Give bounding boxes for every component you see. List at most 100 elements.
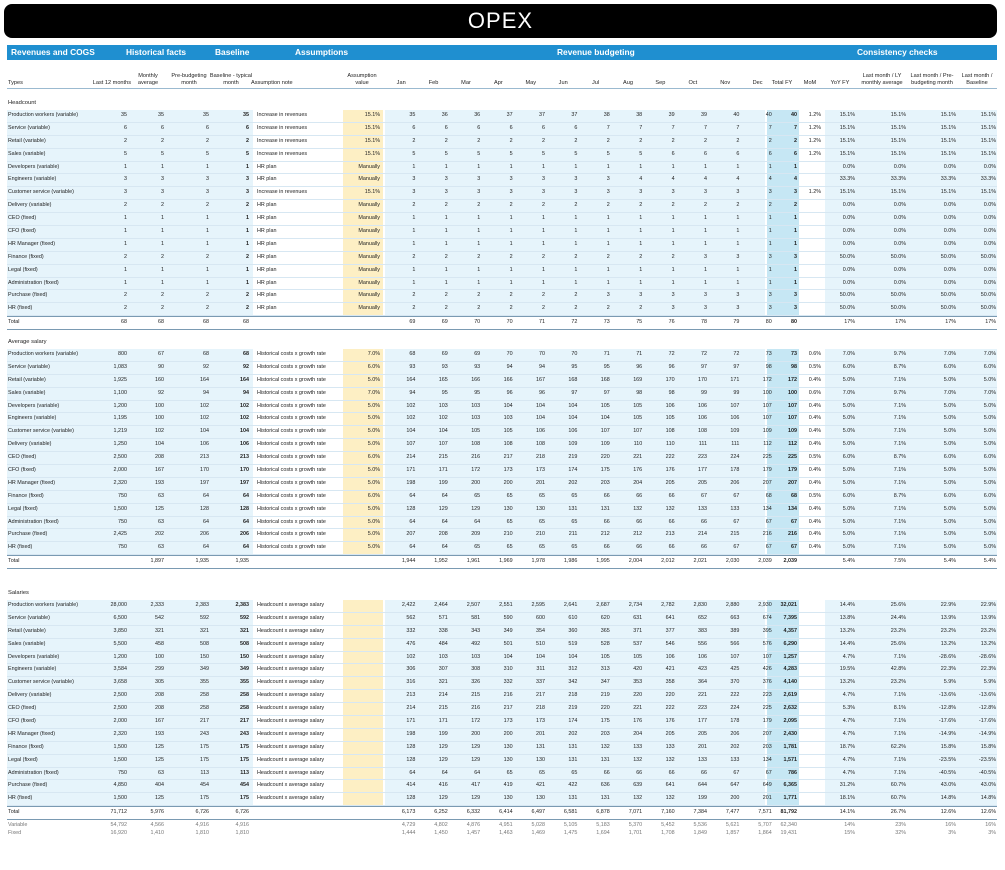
month-value[interactable]: 207 bbox=[406, 531, 416, 538]
month-value[interactable]: 3 bbox=[412, 189, 416, 196]
month-value[interactable]: 3 bbox=[736, 292, 740, 299]
month-value[interactable]: 1 bbox=[703, 215, 707, 222]
month-value[interactable]: 2 bbox=[444, 292, 448, 299]
month-value[interactable]: 131 bbox=[568, 795, 578, 802]
month-value[interactable]: 370 bbox=[730, 679, 740, 686]
month-value[interactable]: 1 bbox=[574, 266, 578, 273]
month-value[interactable]: 5 bbox=[639, 150, 643, 157]
month-value[interactable]: 131 bbox=[568, 505, 578, 512]
month-value[interactable]: 3 bbox=[606, 176, 610, 183]
month-value[interactable]: 199 bbox=[438, 479, 448, 486]
month-value[interactable]: 65 bbox=[506, 544, 513, 551]
month-value[interactable]: 5 bbox=[444, 150, 448, 157]
month-value[interactable]: 2 bbox=[671, 137, 675, 144]
month-value[interactable]: 421 bbox=[535, 782, 545, 789]
month-value[interactable]: 129 bbox=[438, 756, 448, 763]
month-value[interactable]: 2 bbox=[639, 137, 643, 144]
month-value[interactable]: 371 bbox=[633, 627, 643, 634]
month-value[interactable]: 207 bbox=[762, 730, 772, 737]
month-value[interactable]: 71 bbox=[636, 351, 643, 357]
month-value[interactable]: 1 bbox=[412, 240, 416, 247]
month-value[interactable]: 210 bbox=[535, 531, 545, 538]
month-value[interactable]: 2 bbox=[703, 137, 707, 144]
month-value[interactable]: 64 bbox=[441, 544, 448, 551]
month-value[interactable]: 199 bbox=[697, 795, 707, 802]
month-value[interactable]: 7 bbox=[639, 124, 643, 131]
month-value[interactable]: 636 bbox=[600, 782, 610, 789]
month-value[interactable]: 354 bbox=[535, 627, 545, 634]
month-value[interactable]: 107 bbox=[762, 415, 772, 422]
assumption-value[interactable]: 5.0% bbox=[367, 479, 380, 486]
month-value[interactable]: 173 bbox=[503, 467, 513, 474]
month-value[interactable]: 108 bbox=[665, 428, 675, 435]
month-value[interactable]: 132 bbox=[665, 795, 675, 802]
month-value[interactable]: 198 bbox=[406, 730, 416, 737]
month-value[interactable]: 3 bbox=[574, 189, 578, 196]
month-value[interactable]: 133 bbox=[697, 756, 707, 763]
assumption-value[interactable]: Manually bbox=[358, 163, 380, 170]
month-value[interactable]: 383 bbox=[697, 627, 707, 634]
month-value[interactable]: 106 bbox=[665, 653, 675, 660]
month-value[interactable]: 202 bbox=[730, 743, 740, 750]
month-value[interactable]: 176 bbox=[665, 718, 675, 725]
month-value[interactable]: 95 bbox=[571, 363, 578, 370]
assumption-value[interactable]: 5.0% bbox=[367, 531, 380, 538]
month-value[interactable]: 107 bbox=[406, 441, 416, 448]
month-value[interactable]: 110 bbox=[633, 441, 643, 448]
month-value[interactable]: 203 bbox=[600, 479, 610, 486]
month-value[interactable]: 107 bbox=[762, 653, 772, 660]
assumption-value[interactable]: 15.1% bbox=[364, 150, 380, 157]
month-value[interactable]: 311 bbox=[536, 666, 545, 673]
month-value[interactable]: 1 bbox=[606, 240, 610, 247]
month-value[interactable]: 131 bbox=[568, 756, 578, 763]
month-value[interactable]: 1 bbox=[671, 240, 675, 247]
month-value[interactable]: 1 bbox=[736, 266, 740, 273]
month-value[interactable]: 66 bbox=[636, 518, 643, 525]
month-value[interactable]: 216 bbox=[471, 705, 481, 712]
month-value[interactable]: 128 bbox=[406, 505, 416, 512]
month-value[interactable]: 96 bbox=[506, 389, 513, 396]
month-value[interactable]: 5 bbox=[509, 150, 513, 157]
month-value[interactable]: 170 bbox=[665, 376, 675, 383]
month-value[interactable]: 1 bbox=[639, 215, 643, 222]
month-value[interactable]: 1 bbox=[606, 228, 610, 235]
month-value[interactable]: 66 bbox=[603, 769, 610, 776]
month-value[interactable]: 200 bbox=[503, 479, 513, 486]
month-value[interactable]: 72 bbox=[668, 351, 675, 357]
month-value[interactable]: 316 bbox=[406, 679, 416, 686]
month-value[interactable]: 108 bbox=[535, 441, 545, 448]
month-value[interactable]: 1 bbox=[703, 240, 707, 247]
month-value[interactable]: 556 bbox=[697, 640, 707, 647]
month-value[interactable]: 1 bbox=[412, 163, 416, 170]
month-value[interactable]: 37 bbox=[571, 112, 578, 118]
month-value[interactable]: 131 bbox=[600, 505, 610, 512]
month-value[interactable]: 104 bbox=[535, 402, 545, 409]
month-value[interactable]: 2 bbox=[444, 137, 448, 144]
month-value[interactable]: 209 bbox=[471, 531, 481, 538]
month-value[interactable]: 221 bbox=[697, 692, 707, 699]
month-value[interactable]: 134 bbox=[762, 505, 772, 512]
assumption-value[interactable]: Manually bbox=[358, 305, 380, 312]
month-value[interactable]: 1 bbox=[606, 215, 610, 222]
month-value[interactable]: 1 bbox=[768, 215, 772, 222]
month-value[interactable]: 173 bbox=[503, 718, 513, 725]
month-value[interactable]: 204 bbox=[633, 479, 643, 486]
month-value[interactable]: 104 bbox=[535, 415, 545, 422]
month-value[interactable]: 169 bbox=[633, 376, 643, 383]
month-value[interactable]: 104 bbox=[568, 402, 578, 409]
month-value[interactable]: 220 bbox=[633, 692, 643, 699]
month-value[interactable]: 546 bbox=[665, 640, 675, 647]
month-value[interactable]: 2 bbox=[768, 137, 772, 144]
month-value[interactable]: 164 bbox=[406, 376, 416, 383]
month-value[interactable]: 1 bbox=[509, 215, 513, 222]
month-value[interactable]: 64 bbox=[474, 769, 481, 776]
month-value[interactable]: 1 bbox=[574, 163, 578, 170]
month-value[interactable]: 222 bbox=[730, 692, 740, 699]
month-value[interactable]: 65 bbox=[474, 544, 481, 551]
month-value[interactable]: 1 bbox=[574, 228, 578, 235]
month-value[interactable]: 107 bbox=[600, 428, 610, 435]
assumption-value[interactable]: 5.0% bbox=[367, 428, 380, 435]
month-value[interactable]: 66 bbox=[700, 518, 707, 525]
month-value[interactable]: 225 bbox=[762, 454, 772, 461]
assumption-value[interactable]: 15.1% bbox=[364, 112, 380, 118]
